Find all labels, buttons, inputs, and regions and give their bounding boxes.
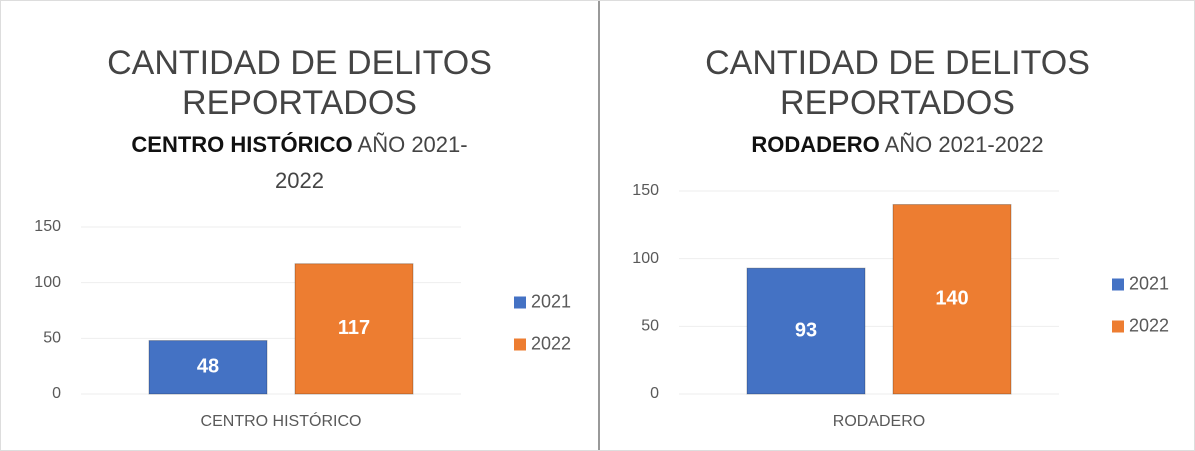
chart-panel: CANTIDAD DE DELITOS REPORTADOS RODADERO A… bbox=[598, 1, 1194, 450]
x-tick-label: CENTRO HISTÓRICO bbox=[201, 411, 362, 430]
bar bbox=[892, 204, 1012, 395]
legend-label: 2021 bbox=[531, 291, 571, 311]
chart-title: CANTIDAD DE DELITOS REPORTADOS bbox=[107, 44, 492, 122]
subtitle-text: AÑO 2021-2022 bbox=[275, 132, 468, 193]
y-tick-label: 100 bbox=[34, 274, 61, 291]
y-tick-label: 50 bbox=[641, 318, 659, 335]
legend-label: 2022 bbox=[1129, 315, 1169, 335]
chart-panel: CANTIDAD DE DELITOS REPORTADOS CENTRO HIS… bbox=[1, 1, 598, 450]
subtitle-bold: RODADERO bbox=[751, 132, 880, 157]
legend-swatch bbox=[514, 338, 526, 351]
legend-label: 2022 bbox=[531, 333, 571, 353]
legend-swatch bbox=[1112, 278, 1124, 291]
subtitle-bold: CENTRO HISTÓRICO bbox=[131, 132, 353, 157]
data-label: 140 bbox=[935, 288, 968, 310]
chart-subtitle: CENTRO HISTÓRICO AÑO 2021-2022 bbox=[120, 127, 480, 199]
data-label: 93 bbox=[795, 319, 817, 341]
legend-swatch bbox=[514, 296, 526, 309]
bar bbox=[148, 340, 268, 395]
y-tick-label: 150 bbox=[632, 182, 659, 199]
subtitle-text: AÑO 2021-2022 bbox=[884, 132, 1044, 157]
data-label: 117 bbox=[338, 317, 370, 339]
y-tick-label: 100 bbox=[632, 250, 659, 267]
chart: 0 50 100 150 CENTRO HISTÓRICO 48 117 2021 2022 bbox=[34, 218, 571, 430]
data-label: 48 bbox=[197, 356, 219, 378]
chart: 0 50 100 150 RODADERO 93 140 2021 2022 bbox=[632, 182, 1169, 430]
bar bbox=[294, 263, 414, 395]
chart-subtitle: RODADERO AÑO 2021-2022 bbox=[668, 127, 1128, 163]
y-tick-label: 0 bbox=[52, 385, 61, 402]
legend-label: 2021 bbox=[1129, 273, 1169, 293]
y-tick-label: 50 bbox=[43, 330, 61, 347]
chart-title: CANTIDAD DE DELITOS REPORTADOS bbox=[705, 44, 1090, 122]
y-tick-label: 0 bbox=[650, 385, 659, 402]
x-tick-label: RODADERO bbox=[833, 413, 925, 430]
bar bbox=[746, 267, 866, 395]
y-tick-label: 150 bbox=[34, 218, 61, 235]
legend-swatch bbox=[1112, 320, 1124, 333]
